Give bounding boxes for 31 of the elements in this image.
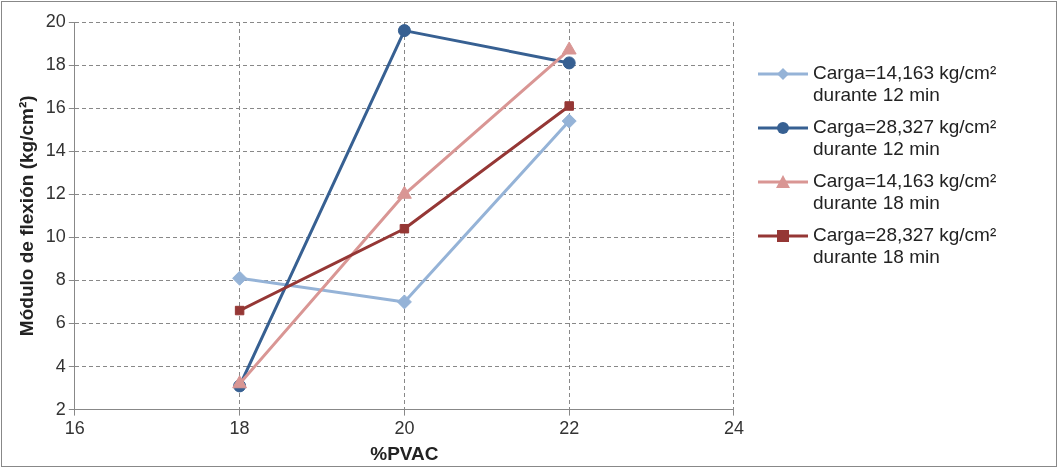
- y-tick-label: 6: [55, 312, 66, 333]
- x-tick-label: 22: [559, 418, 580, 439]
- point: [234, 305, 245, 316]
- y-tick-label: 20: [45, 10, 66, 31]
- y-tick-label: 18: [45, 54, 66, 75]
- point: [562, 56, 576, 70]
- x-axis-title: %PVAC: [370, 442, 439, 464]
- legend-label: Carga=28,327 kg/cm² durante 12 min: [813, 116, 998, 160]
- legend-label: Carga=28,327 kg/cm² durante 18 min: [813, 224, 998, 268]
- point: [397, 24, 411, 38]
- y-axis-title: Módulo de flexión (kg/cm²): [15, 95, 37, 337]
- point: [232, 375, 248, 389]
- y-tick-label: 4: [55, 355, 66, 376]
- x-tick-label: 18: [229, 418, 250, 439]
- legend-label: Carga=14,163 kg/cm² durante 12 min: [813, 62, 998, 106]
- y-tick-label: 10: [45, 226, 66, 247]
- y-tick-label: 8: [55, 269, 66, 290]
- point: [564, 101, 574, 111]
- y-tick-label: 16: [45, 97, 66, 118]
- point: [396, 185, 412, 199]
- y-tick-label: 12: [45, 183, 66, 204]
- point: [232, 270, 248, 286]
- point: [561, 113, 577, 129]
- point: [396, 294, 412, 310]
- y-tick-label: 14: [45, 140, 66, 161]
- x-tick-label: 24: [723, 418, 744, 439]
- y-tick-label: 2: [55, 398, 66, 419]
- x-tick-label: 20: [394, 418, 415, 439]
- legend-label: Carga=14,163 kg/cm² durante 18 min: [813, 170, 998, 214]
- point: [561, 41, 577, 55]
- point: [399, 223, 410, 234]
